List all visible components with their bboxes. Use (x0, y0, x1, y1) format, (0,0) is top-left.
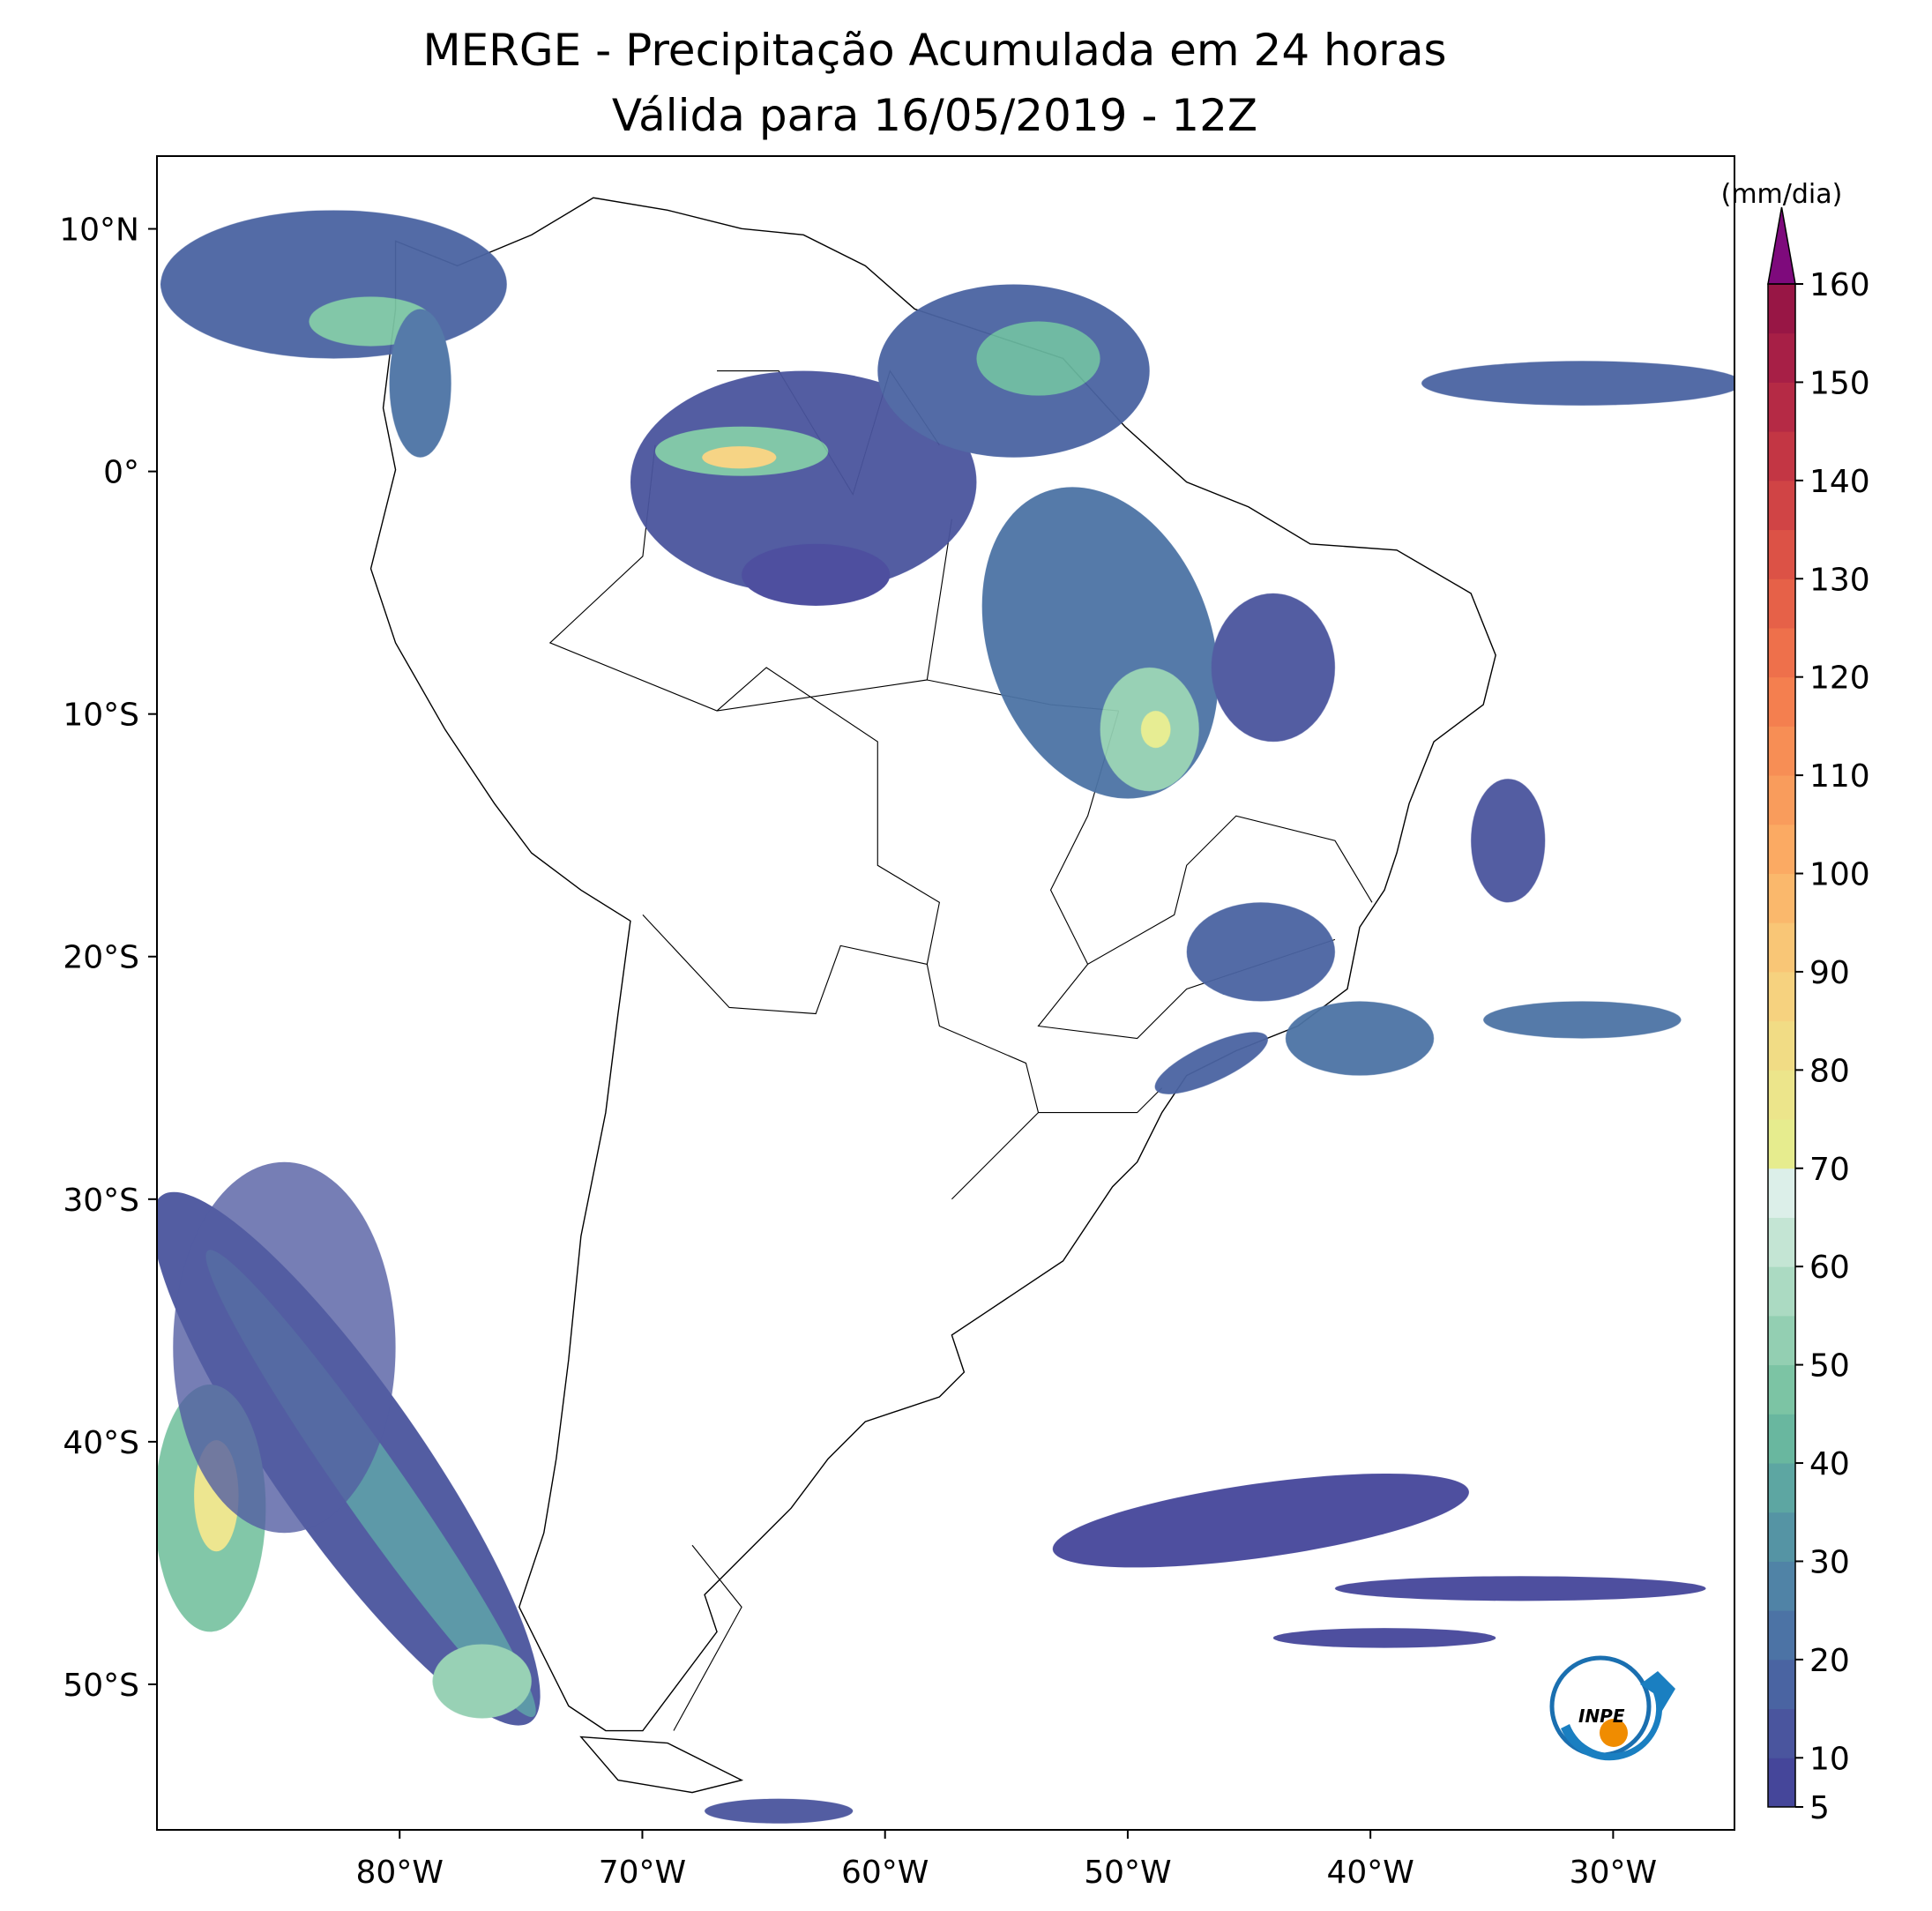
logo-arrow (1561, 1671, 1675, 1761)
colorbar-band (1768, 1414, 1795, 1464)
precip-area (1154, 1032, 1268, 1094)
colorbar-tick-label: 50 (1809, 1348, 1850, 1385)
logo-dot (1600, 1719, 1628, 1747)
colorbar-band (1768, 1168, 1795, 1218)
precip-area (1471, 779, 1546, 903)
colorbar-band (1768, 480, 1795, 531)
colorbar-tick-label: 10 (1809, 1741, 1850, 1777)
colorbar-band (1768, 332, 1795, 383)
colorbar-band (1768, 1708, 1795, 1758)
precip-area (1211, 593, 1335, 743)
title: MERGE - Precipitação Acumulada em 24 hor… (422, 25, 1446, 76)
colorbar-band (1768, 676, 1795, 727)
colorbar-band (1768, 1364, 1795, 1415)
precip-area (705, 1798, 854, 1824)
colorbar-tick-label: 120 (1809, 661, 1870, 697)
colorbar-band (1768, 1266, 1795, 1317)
map (157, 197, 1734, 1824)
precip-area (1334, 1576, 1706, 1601)
colorbar-frame (1767, 283, 1796, 1808)
colorbar-band (1768, 529, 1795, 579)
colorbar-tick-label: 130 (1809, 562, 1870, 598)
colorbar-tick-label: 150 (1809, 365, 1870, 401)
precip-area (630, 370, 977, 593)
precip-area (976, 321, 1100, 396)
logo-text: INPE (1578, 1706, 1625, 1727)
y-tick-label: 50°S (63, 1668, 139, 1704)
precip-area (389, 309, 451, 458)
colorbar-band (1768, 627, 1795, 678)
map-layers (157, 197, 1734, 1824)
logo: INPE (1549, 1655, 1675, 1761)
colorbar-band (1768, 284, 1795, 334)
x-tick-label: 80°W (356, 1855, 444, 1891)
colorbar-tick-label: 40 (1809, 1446, 1850, 1482)
subtitle: Válida para 16/05/2019 - 12Z (612, 90, 1257, 141)
y-tick-label: 0° (103, 455, 139, 491)
colorbar-tick-label: 90 (1809, 955, 1850, 991)
precip-area (1285, 1001, 1435, 1076)
colorbar-band (1768, 1758, 1795, 1808)
precip-area (1186, 902, 1335, 1002)
colorbar-tick-label: 80 (1809, 1053, 1850, 1089)
colorbar-band (1768, 1020, 1795, 1071)
tierra-del-fuego (579, 1736, 744, 1794)
south-america (369, 197, 1496, 1732)
colorbar-tick-label: 60 (1809, 1250, 1850, 1286)
colorbar-band (1768, 1070, 1795, 1120)
colorbar-tick-label: 30 (1809, 1544, 1850, 1580)
x-tick-label: 30°W (1570, 1855, 1657, 1891)
colorbar-band (1768, 824, 1795, 875)
colorbar-band (1768, 431, 1795, 481)
colorbar-band (1768, 1659, 1795, 1710)
colorbar-band (1768, 1463, 1795, 1513)
colorbar-band (1768, 873, 1795, 923)
precip-area (1140, 711, 1171, 749)
colorbar-tick-label: 20 (1809, 1643, 1850, 1679)
y-tick-label: 10°N (59, 213, 139, 249)
map-frame (156, 155, 1735, 1831)
x-tick-label: 50°W (1084, 1855, 1171, 1891)
precip-area (742, 543, 891, 606)
colorbar-band (1768, 1315, 1795, 1366)
x-tick-label: 40°W (1326, 1855, 1414, 1891)
y-tick-label: 10°S (63, 698, 139, 734)
colorbar-band (1768, 971, 1795, 1022)
precip-area (1483, 1001, 1682, 1039)
colorbar-band (1768, 579, 1795, 629)
colorbar-tick-label: 140 (1809, 464, 1870, 500)
precip-area (702, 446, 777, 469)
colorbar-band (1768, 1561, 1795, 1611)
colorbar-band (1768, 382, 1795, 432)
precipitation (157, 210, 1734, 1824)
colorbar-tick-label: 70 (1809, 1152, 1850, 1188)
colorbar-band (1768, 1217, 1795, 1267)
colorbar-band (1768, 726, 1795, 776)
precip-area (173, 1161, 396, 1534)
colorbar-band (1768, 1512, 1795, 1562)
colorbar-tick-label: 110 (1809, 758, 1870, 795)
colorbar-band (1768, 922, 1795, 973)
precip-area (1272, 1628, 1496, 1648)
colorbar-band (1768, 1119, 1795, 1169)
precip-area (1052, 1473, 1469, 1568)
x-tick-label: 60°W (841, 1855, 929, 1891)
y-tick-label: 40°S (63, 1425, 139, 1461)
colorbar-tick-label: 100 (1809, 857, 1870, 893)
precip-area (432, 1644, 532, 1719)
x-tick-label: 70°W (599, 1855, 686, 1891)
colorbar-tick-label: 5 (1809, 1790, 1830, 1826)
colorbar-label: (mm/dia) (1721, 179, 1843, 210)
precip-area (1421, 361, 1734, 406)
y-tick-label: 20°S (63, 940, 139, 976)
colorbar-extension (1767, 206, 1796, 285)
colorbar-tick-label: 160 (1809, 267, 1870, 303)
colorbar-band (1768, 775, 1795, 825)
y-tick-label: 30°S (63, 1183, 139, 1219)
colorbar-band (1768, 1610, 1795, 1661)
